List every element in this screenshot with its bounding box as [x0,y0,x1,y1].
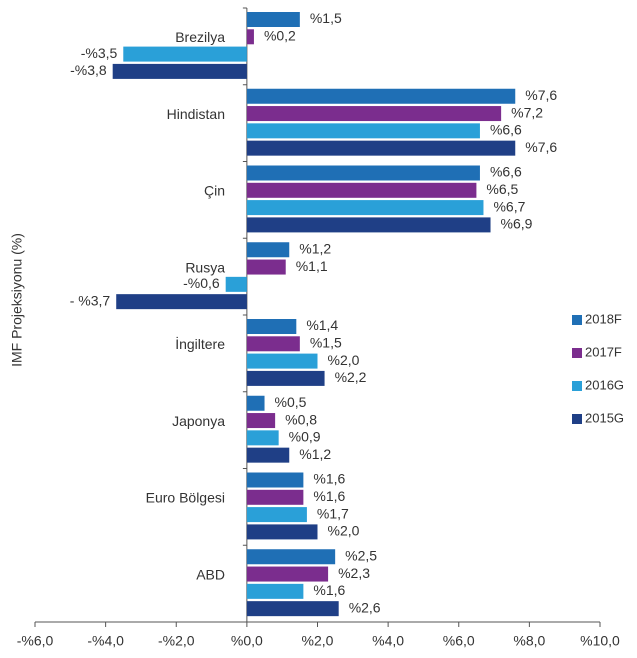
bar [116,294,247,310]
value-label: %1,6 [313,488,345,504]
legend-swatch [572,315,582,325]
bar [246,353,318,369]
x-tick-label: %8,0 [513,633,545,649]
legend-label: 2018F [585,311,622,326]
value-label: %7,6 [525,139,557,155]
bar [246,370,325,386]
bar [123,46,247,62]
x-tick-label: %10,0 [580,633,620,649]
bar [246,165,480,181]
value-label: %1,4 [306,317,338,333]
bar [246,182,477,198]
bar [246,524,318,540]
value-label: %0,9 [289,429,321,445]
legend-label: 2017F [585,344,622,359]
value-label: %1,6 [313,582,345,598]
bar [112,63,247,79]
x-tick-label: %6,0 [443,633,475,649]
value-label: %2,0 [328,352,360,368]
y-axis-label: IMF Projeksiyonu (%) [9,233,25,367]
value-label: %6,7 [493,198,525,214]
bar [246,489,304,505]
value-label: -%0,6 [183,275,220,291]
category-label: Rusya [185,259,225,275]
bar [246,395,265,411]
x-tick-label: %2,0 [302,633,334,649]
bar [246,566,329,582]
x-tick-label: -%2,0 [158,633,195,649]
value-label: %1,2 [299,240,331,256]
bar [246,200,484,216]
category-label: Çin [204,183,225,199]
bar [246,88,516,104]
value-label: %6,5 [486,181,518,197]
category-label: Brezilya [175,29,225,45]
bar [246,507,307,523]
bar [246,29,254,45]
value-label: %2,6 [349,599,381,615]
value-label: %0,5 [275,394,307,410]
bar [246,140,516,156]
category-label: ABD [196,566,225,582]
bar [246,123,480,139]
x-tick-label: -%6,0 [17,633,54,649]
value-label: %2,2 [335,369,367,385]
value-label: %2,3 [338,565,370,581]
bar [246,413,276,429]
bar [246,447,290,463]
category-label: Euro Bölgesi [146,490,225,506]
bar [246,583,304,599]
category-label: Hindistan [167,106,225,122]
bar [246,549,336,565]
bar [225,276,247,292]
bar [246,106,502,122]
legend-swatch [572,381,582,391]
value-label: %7,2 [511,104,543,120]
value-label: %1,5 [310,335,342,351]
legend-swatch [572,414,582,424]
bar [246,430,279,446]
category-label: Japonya [172,413,225,429]
value-label: - %3,7 [70,292,111,308]
bar [246,242,290,258]
value-label: %0,2 [264,28,296,44]
value-label: %0,8 [285,411,317,427]
legend-label: 2016G [585,377,624,392]
category-label: İngiltere [175,335,225,352]
value-label: %1,2 [299,446,331,462]
value-label: %6,6 [490,164,522,180]
value-label: %1,6 [313,471,345,487]
value-label: %6,6 [490,122,522,138]
bar [246,472,304,488]
bar [246,319,297,334]
bar [246,12,300,27]
value-label: %2,5 [345,547,377,563]
value-label: %1,5 [310,10,342,26]
value-label: -%3,8 [70,62,107,78]
x-tick-label: %0,0 [231,633,263,649]
bar [246,217,491,233]
x-tick-label: -%4,0 [87,633,124,649]
bar [246,336,300,352]
bar [246,601,339,617]
value-label: %1,1 [296,258,328,274]
value-label: %2,0 [328,523,360,539]
value-label: -%3,5 [81,45,118,61]
legend-swatch [572,348,582,358]
x-tick-label: %4,0 [372,633,404,649]
value-label: %1,7 [317,505,349,521]
value-label: %6,9 [501,216,533,232]
value-label: %7,6 [525,87,557,103]
legend-label: 2015G [585,410,624,425]
bar [246,259,286,275]
